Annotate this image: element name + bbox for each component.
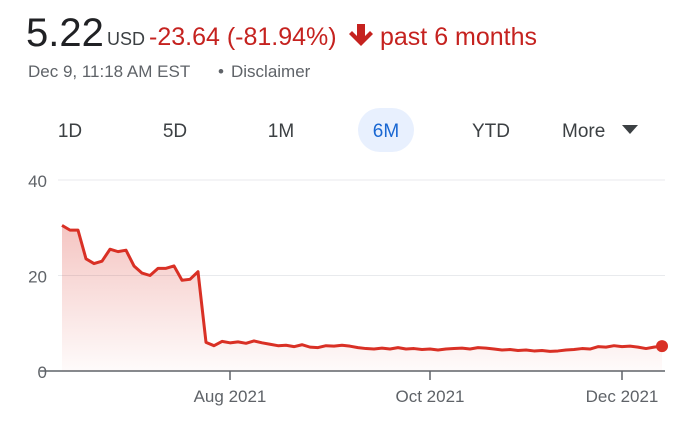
current-point: [656, 340, 668, 353]
price-line: [61, 224, 663, 353]
currency: USD: [107, 29, 145, 49]
range-tabs: 1D 5D 1M 6M YTD: [58, 108, 510, 152]
separator: •: [218, 62, 224, 81]
range-tab[interactable]: 1M: [268, 121, 294, 142]
change: -23.64 (-81.94%): [149, 23, 337, 51]
x-tick-label: Aug 2021: [194, 387, 267, 406]
y-tick-label: 20: [28, 268, 47, 287]
range-tab[interactable]: 1D: [58, 121, 82, 142]
timestamp: Dec 9, 11:18 AM EST: [28, 62, 190, 81]
period: past 6 months: [380, 23, 537, 51]
disclaimer[interactable]: Disclaimer: [231, 62, 311, 81]
x-tick-label: Dec 2021: [586, 387, 659, 406]
range-tab[interactable]: YTD: [472, 121, 510, 142]
down-arrow: [349, 24, 373, 46]
tab-highlight: [358, 108, 414, 152]
area: [62, 225, 662, 371]
price: 5.22: [26, 11, 104, 55]
y-tick-label: 0: [38, 363, 47, 382]
dropdown-icon[interactable]: [622, 125, 638, 134]
chart: 0 20 40 Aug 2021 Oct 2021 Dec 2021: [28, 172, 668, 406]
more-button[interactable]: More: [562, 121, 605, 142]
range-tab[interactable]: 5D: [163, 121, 187, 142]
range-tab[interactable]: 6M: [373, 121, 399, 142]
y-tick-label: 40: [28, 172, 47, 191]
x-tick-label: Oct 2021: [396, 387, 465, 406]
